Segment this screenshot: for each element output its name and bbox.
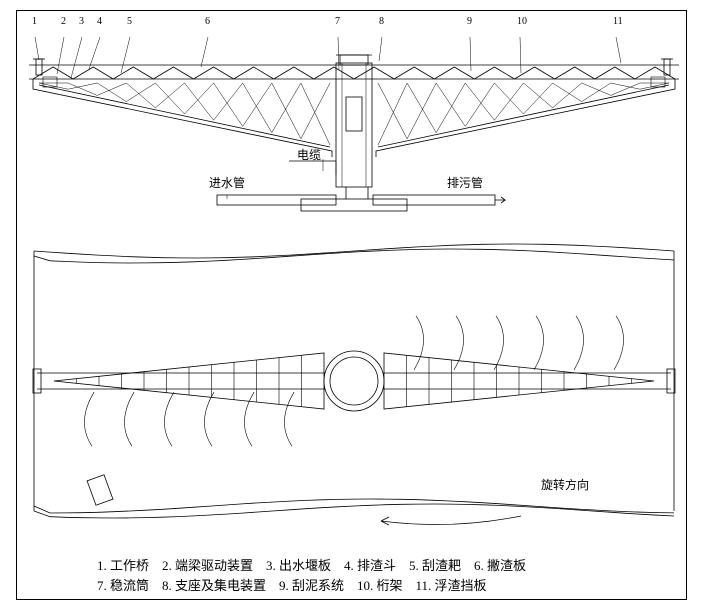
callout-1: 1: [32, 17, 37, 27]
label-inlet: 进水管: [209, 177, 245, 189]
label-drain: 排污管: [447, 177, 483, 189]
legend-line-1: 1. 工作桥 2. 端梁驱动装置 3. 出水堰板 4. 排渣斗 5. 刮渣耙 6…: [97, 556, 526, 576]
callout-8: 8: [379, 17, 384, 27]
callout-9: 9: [467, 17, 472, 27]
callout-6: 6: [205, 17, 210, 27]
legend: 1. 工作桥 2. 端梁驱动装置 3. 出水堰板 4. 排渣斗 5. 刮渣耙 6…: [97, 556, 526, 595]
callout-10: 10: [517, 17, 527, 27]
plan-view: [17, 221, 688, 541]
legend-line-2: 7. 稳流筒 8. 支座及集电装置 9. 刮泥系统 10. 桁架 11. 浮渣挡…: [97, 576, 526, 596]
callout-4: 4: [97, 17, 102, 27]
elevation-view: [17, 11, 688, 221]
diagram-frame: 1 2 3 4 5 6 7 8 9 10 11 电缆进水管 排污管旋转方向 1. 工作桥 2. 端梁驱动…: [16, 10, 687, 600]
callout-11: 11: [613, 17, 623, 27]
label-cable: 电缆: [297, 149, 321, 161]
callout-5: 5: [127, 17, 132, 27]
label-rotation: 旋转方向: [541, 479, 589, 491]
callout-3: 3: [79, 17, 84, 27]
callout-7: 7: [335, 17, 340, 27]
callout-2: 2: [61, 17, 66, 27]
